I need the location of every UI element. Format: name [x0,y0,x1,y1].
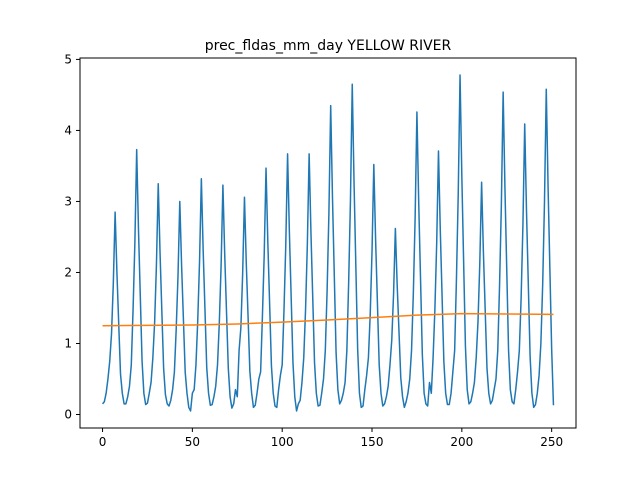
y-tick-label: 0 [64,408,72,422]
x-tick-label: 50 [185,435,200,449]
chart-title: prec_fldas_mm_day YELLOW RIVER [205,38,452,54]
y-tick-label: 4 [64,123,72,137]
y-tick-label: 1 [64,336,72,350]
data-line [102,312,554,327]
x-tick-label: 100 [271,435,294,449]
x-tick-label: 200 [450,435,473,449]
y-tick-label: 2 [64,265,72,279]
x-tick-label: 150 [361,435,384,449]
x-tick-label: 250 [540,435,563,449]
x-tick-label: 0 [99,435,107,449]
axes-frame [79,57,577,429]
data-line [101,74,555,412]
plot-area [101,74,555,412]
y-tick-label: 3 [64,194,72,208]
y-tick-label: 5 [64,52,72,66]
